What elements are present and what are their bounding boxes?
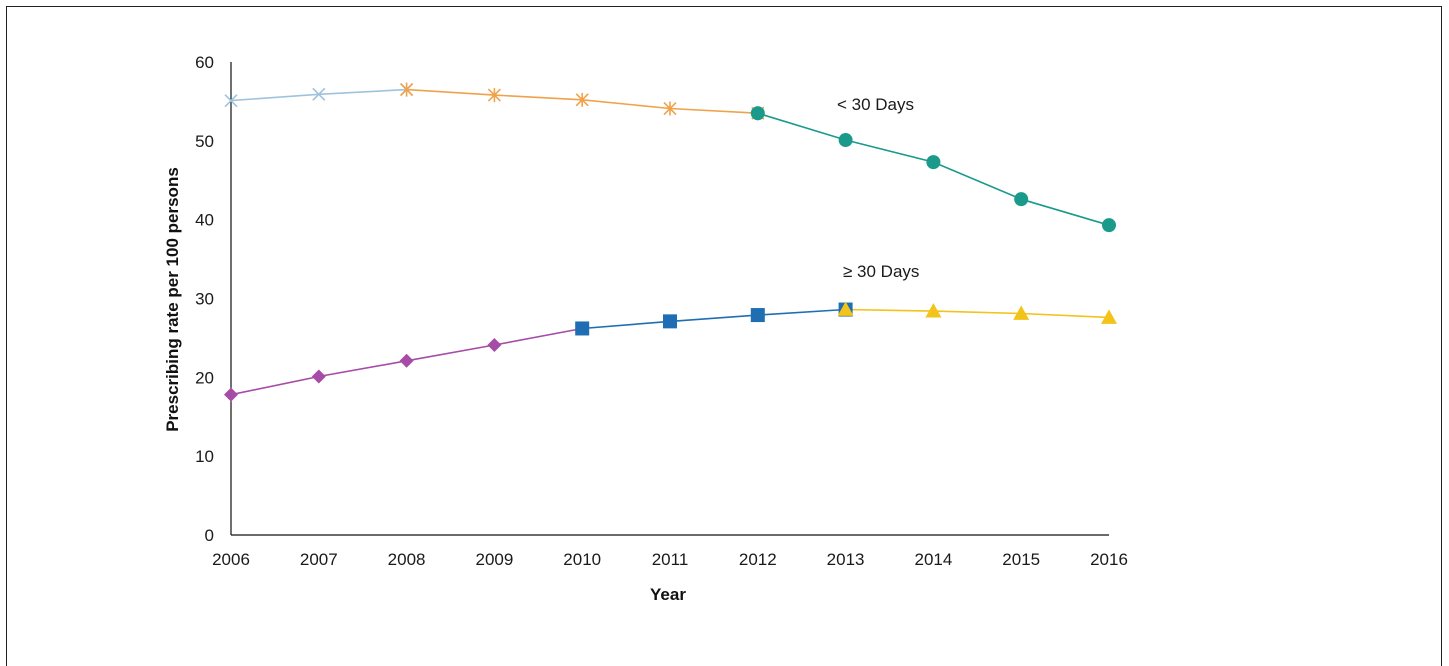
series-lines bbox=[230, 88, 1110, 396]
triangle-marker bbox=[925, 303, 942, 318]
annotation-under-30-days: < 30 Days bbox=[837, 95, 914, 114]
axes bbox=[230, 62, 1109, 536]
y-tick-label: 20 bbox=[195, 368, 214, 387]
asterisk-marker bbox=[663, 101, 677, 116]
circle-marker bbox=[1102, 218, 1116, 233]
asterisk-marker bbox=[487, 88, 501, 103]
circle-marker bbox=[1014, 192, 1029, 207]
y-axis-title: Prescribing rate per 100 persons bbox=[163, 167, 182, 432]
chart-frame bbox=[6, 6, 1442, 666]
series-line-square bbox=[582, 308, 846, 330]
series-line-triangle bbox=[845, 308, 1110, 319]
circle-marker bbox=[750, 106, 765, 121]
triangle-marker bbox=[1013, 305, 1030, 320]
asterisk-marker bbox=[400, 82, 414, 97]
y-tick-label: 0 bbox=[205, 526, 214, 545]
x-tick-label: 2014 bbox=[914, 550, 952, 569]
x-tick-label: 2010 bbox=[563, 550, 601, 569]
x-marker bbox=[224, 94, 238, 108]
y-tick-label: 60 bbox=[195, 53, 214, 72]
y-tick-label: 30 bbox=[195, 290, 214, 309]
x-axis-title: Year bbox=[650, 585, 686, 604]
triangle-marker bbox=[837, 301, 854, 316]
y-tick-label: 40 bbox=[195, 211, 214, 230]
circle-marker bbox=[838, 133, 853, 148]
y-tick-label: 50 bbox=[195, 132, 214, 151]
x-tick-label: 2015 bbox=[1002, 550, 1040, 569]
x-tick-label: 2006 bbox=[212, 550, 250, 569]
x-tick-label: 2009 bbox=[475, 550, 513, 569]
square-marker bbox=[750, 308, 765, 323]
diamond-marker bbox=[487, 338, 502, 353]
x-tick-label: 2012 bbox=[739, 550, 777, 569]
series-markers bbox=[224, 82, 1117, 402]
x-tick-labels: 2006 2007 2008 2009 2010 2011 2012 2013 2014 2015… bbox=[212, 550, 1128, 569]
x-tick-label: 2013 bbox=[827, 550, 865, 569]
x-tick-label: 2008 bbox=[388, 550, 426, 569]
x-marker bbox=[312, 87, 326, 101]
x-tick-label: 2011 bbox=[652, 550, 689, 569]
diamond-marker bbox=[399, 353, 414, 368]
triangle-marker bbox=[1101, 309, 1117, 324]
annotation-30-days-or-more: ≥ 30 Days bbox=[843, 262, 919, 281]
circle-marker bbox=[926, 155, 941, 170]
y-tick-label: 10 bbox=[195, 447, 214, 466]
y-tick-labels: 0 10 20 30 40 50 60 bbox=[195, 53, 214, 545]
square-marker bbox=[575, 321, 590, 336]
x-tick-label: 2016 bbox=[1090, 550, 1128, 569]
diamond-marker bbox=[311, 369, 326, 384]
asterisk-marker bbox=[575, 92, 589, 107]
x-tick-label: 2007 bbox=[300, 550, 338, 569]
diamond-marker bbox=[224, 387, 238, 402]
series-line-circle bbox=[757, 112, 1110, 226]
square-marker bbox=[663, 314, 677, 329]
